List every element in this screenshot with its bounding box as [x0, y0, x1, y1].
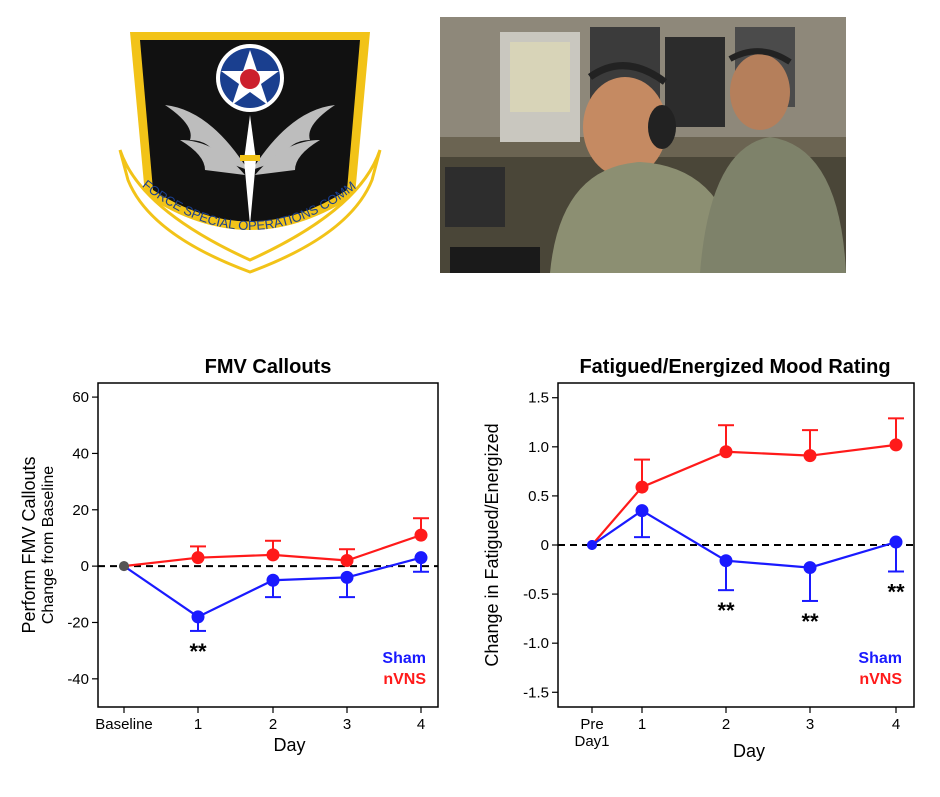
y-tick-label: 60	[72, 389, 89, 406]
significance-marker: **	[189, 639, 207, 664]
data-point-nvns	[266, 548, 280, 562]
x-tick-label: 3	[806, 716, 814, 733]
legend-sham: Sham	[858, 650, 902, 667]
x-axis-title: Day	[273, 735, 305, 755]
y-axis-title: Change in Fatigued/Energized	[482, 423, 502, 666]
x-tick-label: 2	[269, 716, 277, 733]
y-tick-label: 40	[72, 445, 89, 462]
data-point-nvns	[803, 449, 817, 463]
data-point-sham	[191, 610, 205, 624]
data-point-nvns	[889, 438, 903, 452]
x-tick-label: 4	[417, 716, 425, 733]
chart-title: Fatigued/Energized Mood Rating	[579, 356, 890, 378]
y-tick-label: 20	[72, 502, 89, 519]
data-point-sham	[340, 570, 354, 584]
plot-frame	[97, 382, 439, 708]
chart-mood-rating: Fatigued/Energized Mood Rating 1.5 1.0 0.5 0…	[482, 356, 915, 761]
data-point-sham	[266, 573, 280, 587]
x-tick-label: 1	[638, 716, 646, 733]
data-point-nvns	[191, 551, 205, 565]
x-tick-label: 1	[194, 716, 202, 733]
significance-marker: **	[801, 609, 819, 634]
data-point-nvns	[719, 445, 733, 459]
chart-fmv-callouts: FMV Callouts 60 40 20 0 -20 -40 Baseline 1 2 3 4 Day…	[19, 356, 439, 755]
y-axis-title: Perform FMV Callouts	[19, 456, 39, 633]
y-tick-label: 1.0	[528, 439, 549, 456]
dagger-icon	[244, 115, 256, 225]
data-point-nvns	[635, 480, 649, 494]
wings-icon	[165, 105, 335, 175]
x-tick-label: Baseline	[95, 716, 153, 733]
x-tick-label: 3	[343, 716, 351, 733]
x-tick-label: 2	[722, 716, 730, 733]
data-point-sham	[803, 561, 817, 575]
x-axis-title: Day	[733, 741, 765, 761]
data-point-sham	[587, 540, 597, 550]
data-point-nvns	[414, 528, 428, 542]
data-point-nvns	[340, 553, 354, 567]
chart-title: FMV Callouts	[205, 356, 332, 378]
afsoc-emblem: AIR FORCE SPECIAL OPERATIONS COMMAND	[110, 10, 382, 274]
y-tick-label: -1.5	[523, 684, 549, 701]
y-tick-label: 0	[541, 537, 549, 554]
data-point-sham	[719, 554, 733, 568]
y-tick-label: -1.0	[523, 635, 549, 652]
data-point-sham	[889, 535, 903, 549]
y-tick-label: -20	[67, 614, 89, 631]
x-tick-label: Day1	[574, 733, 609, 750]
ribbon	[118, 149, 382, 274]
x-tick-label: Pre	[580, 716, 603, 733]
y-axis-subtitle: Change from Baseline	[40, 466, 57, 624]
significance-marker: **	[717, 598, 735, 623]
legend-nvns: nVNS	[383, 671, 426, 688]
x-tick-label: 4	[892, 716, 900, 733]
significance-marker: **	[887, 580, 905, 605]
operators-photo	[440, 17, 846, 273]
y-tick-label: -40	[67, 671, 89, 688]
data-point-sham	[414, 551, 428, 565]
y-tick-label: 1.5	[528, 390, 549, 407]
y-tick-label: 0.5	[528, 488, 549, 505]
legend-nvns: nVNS	[859, 671, 902, 688]
y-tick-label: -0.5	[523, 586, 549, 603]
data-point-sham	[119, 561, 129, 572]
legend-sham: Sham	[382, 650, 426, 667]
series-line-sham	[591, 509, 897, 569]
y-tick-label: 0	[81, 558, 89, 575]
data-point-sham	[635, 504, 649, 518]
